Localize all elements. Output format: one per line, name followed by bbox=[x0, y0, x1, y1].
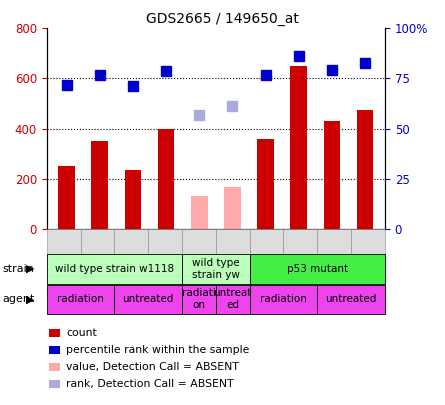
Bar bbox=[158, 129, 174, 229]
Text: untreated: untreated bbox=[122, 294, 174, 304]
Text: strain: strain bbox=[2, 264, 34, 274]
Bar bbox=[224, 188, 241, 229]
Text: agent: agent bbox=[2, 294, 35, 304]
Text: count: count bbox=[66, 328, 97, 338]
Bar bbox=[324, 121, 340, 229]
Text: untreat
ed: untreat ed bbox=[214, 288, 252, 310]
Text: GDS2665 / 149650_at: GDS2665 / 149650_at bbox=[146, 12, 299, 26]
Bar bbox=[357, 110, 373, 229]
Bar bbox=[191, 196, 207, 229]
Bar bbox=[291, 66, 307, 229]
Text: radiation: radiation bbox=[260, 294, 307, 304]
Bar bbox=[125, 170, 141, 229]
Text: wild type strain w1118: wild type strain w1118 bbox=[55, 264, 174, 274]
Text: untreated: untreated bbox=[325, 294, 377, 304]
Text: value, Detection Call = ABSENT: value, Detection Call = ABSENT bbox=[66, 362, 239, 372]
Text: rank, Detection Call = ABSENT: rank, Detection Call = ABSENT bbox=[66, 379, 234, 389]
Text: ▶: ▶ bbox=[26, 264, 34, 274]
Bar bbox=[58, 166, 75, 229]
Text: radiati
on: radiati on bbox=[182, 288, 216, 310]
Text: wild type
strain yw: wild type strain yw bbox=[192, 258, 240, 280]
Text: p53 mutant: p53 mutant bbox=[287, 264, 348, 274]
Bar bbox=[92, 141, 108, 229]
Text: radiation: radiation bbox=[57, 294, 104, 304]
Text: ▶: ▶ bbox=[26, 294, 34, 304]
Bar bbox=[257, 139, 274, 229]
Text: percentile rank within the sample: percentile rank within the sample bbox=[66, 345, 250, 355]
